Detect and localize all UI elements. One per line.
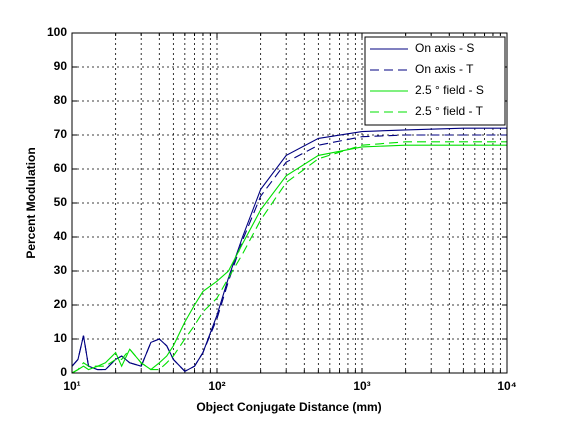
y-tick-label: 40: [54, 229, 68, 243]
y-tick-label: 50: [54, 195, 68, 209]
legend-label: 2.5 ° field - S: [415, 83, 484, 97]
x-tick-label: 10⁴: [497, 379, 516, 393]
plot-frame: [71, 32, 508, 374]
y-tick-label: 90: [54, 59, 68, 73]
x-tick-label: 10³: [353, 379, 370, 393]
series-line: [71, 141, 507, 374]
y-tick-label: 60: [54, 161, 68, 175]
y-tick-label: 10: [54, 331, 68, 345]
legend-label: 2.5 ° field - T: [415, 104, 484, 118]
x-tick-label: 10²: [208, 379, 225, 393]
y-tick-label: 20: [54, 297, 68, 311]
y-tick-label: 30: [54, 263, 68, 277]
y-tick-label: 100: [47, 25, 67, 39]
legend-box: [364, 36, 506, 126]
series-line: [71, 134, 507, 372]
x-axis-label: Object Conjugate Distance (mm): [196, 400, 381, 414]
y-tick-label: 80: [54, 93, 68, 107]
legend: On axis - S On axis - T 2.5 ° field - S 2.5…: [364, 36, 506, 126]
legend-label: On axis - T: [415, 62, 474, 76]
series-line: [71, 144, 507, 374]
y-axis-label: Percent Modulation: [24, 147, 38, 258]
y-tick-label: 0: [60, 365, 67, 379]
x-tick-label: 10¹: [63, 379, 80, 393]
legend-label: On axis - S: [415, 41, 474, 55]
y-tick-label: 70: [54, 127, 68, 141]
